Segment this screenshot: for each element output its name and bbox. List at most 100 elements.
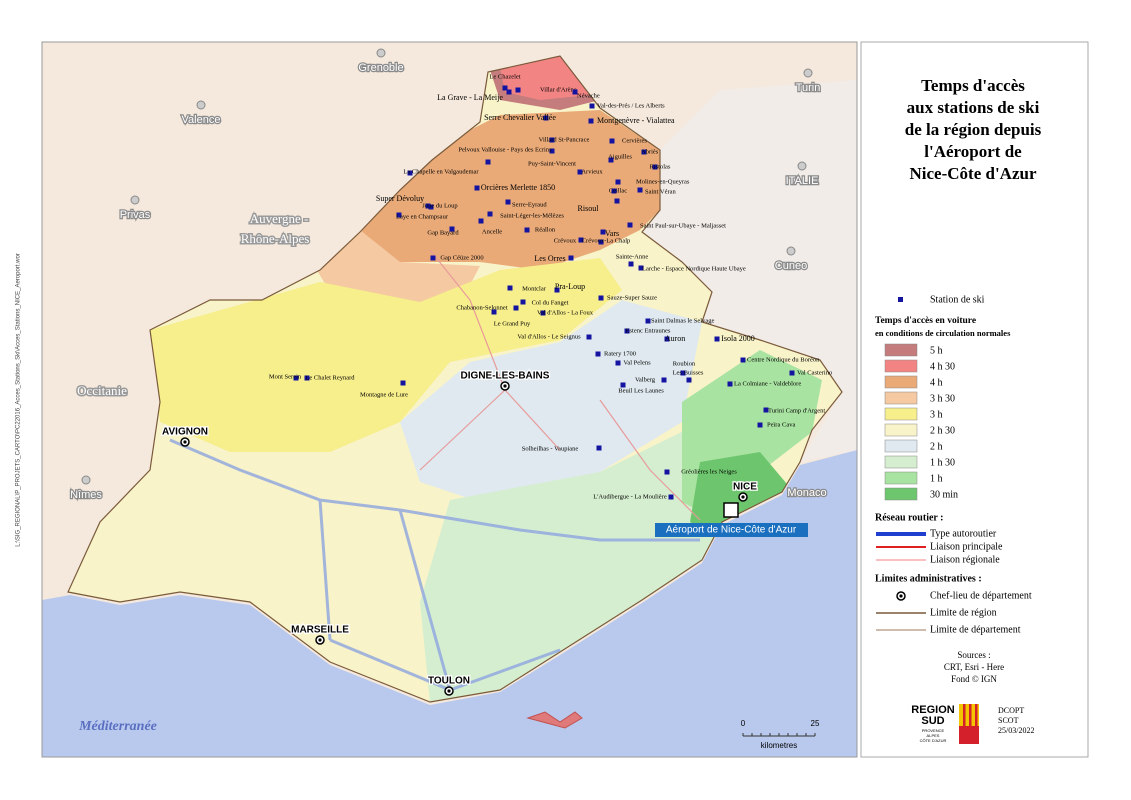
station-marker [637, 187, 643, 193]
station-label: Estenc Entraunes [626, 327, 671, 334]
station-marker [661, 377, 667, 383]
station-marker [487, 211, 493, 217]
legend-label: Limite de département [930, 624, 1021, 635]
islands [526, 711, 583, 729]
station-marker [520, 299, 526, 305]
station-label: Col du Fanget [532, 299, 569, 306]
station-marker [611, 188, 617, 194]
place-label: Grenoble [358, 62, 403, 74]
place-dot [376, 48, 386, 58]
station-label: Saint Dalmas le Selvage [651, 317, 714, 324]
place-dot [803, 68, 813, 78]
station-label: Isola 2000 [721, 334, 755, 343]
legend-label: 4 h 30 [930, 361, 955, 372]
station-marker [740, 357, 746, 363]
station-label: Auron [665, 334, 685, 343]
logo-credit: DCOPT [998, 706, 1024, 715]
station-label: Serre-Eyraud [512, 201, 547, 208]
place-label: Nîmes [70, 489, 102, 501]
station-marker [543, 115, 549, 121]
station-label: Molines-en-Queyras [636, 178, 690, 185]
station-label: Centre Nordique du Boréon [747, 356, 820, 363]
legend-swatch [884, 487, 918, 501]
place-label: Valence [182, 114, 221, 126]
legend-label: 4 h [930, 377, 943, 388]
legend-title: l'Aéroport de [924, 142, 1022, 161]
station-label: Chabanon-Selonnet [456, 304, 507, 311]
legend-swatch [884, 439, 918, 453]
station-marker [652, 164, 658, 170]
station-marker [608, 157, 614, 163]
station-marker [430, 255, 436, 261]
station-marker [714, 336, 720, 342]
station-label: Mont Serein [269, 373, 302, 380]
station-label: Laye en Champsaur [396, 213, 449, 220]
place-dot [786, 246, 796, 256]
place-label: Rhône-Alpes [241, 231, 310, 246]
legend-title: aux stations de ski [907, 98, 1040, 117]
station-marker [513, 305, 519, 311]
station-label: Puy-Saint-Vincent [528, 160, 576, 167]
station-marker [506, 89, 512, 95]
airport-label: Aéroport de Nice-Côte d'Azur [666, 525, 797, 536]
place-label: Occitanie [77, 383, 127, 398]
station-marker [595, 351, 601, 357]
logo-credit: 25/03/2022 [998, 726, 1034, 735]
station-marker [554, 287, 560, 293]
airport-label-bg [655, 523, 808, 537]
station-label: Ristolas [650, 163, 671, 170]
station-label: Le Chalet Reynard [305, 374, 355, 381]
legend-subheading: en conditions de circulation normales [875, 328, 1011, 338]
station-label: Val d'Allos - La Foux [537, 309, 594, 316]
station-label: Montagne de Lure [360, 391, 408, 398]
station-marker [609, 138, 615, 144]
station-label: Montclar [522, 285, 547, 292]
station-label: Saint Paul-sur-Ubaye - Maljasset [640, 222, 726, 229]
legend-swatch [884, 391, 918, 405]
place-dot [196, 100, 206, 110]
scale-label: 0 [741, 719, 746, 728]
station-label: Super Dévoluy [376, 194, 424, 203]
station-label: Valberg [635, 376, 656, 383]
station-marker [680, 370, 686, 376]
station-label: Crévoux-La Chalp [582, 237, 631, 244]
station-label: Le Chazelet [489, 73, 520, 80]
logo-tag: ALPES [927, 733, 940, 738]
station-marker [598, 295, 604, 301]
place-label: Monaco [787, 487, 826, 499]
legend-label: 2 h 30 [930, 425, 955, 436]
station-label: Serre Chevalier Vallée [484, 113, 556, 122]
access-zone [400, 300, 702, 502]
legend-source: Sources : [957, 650, 990, 660]
station-marker [664, 469, 670, 475]
station-marker [507, 285, 513, 291]
station-marker [641, 149, 647, 155]
legend-source: CRT, Esri - Here [944, 662, 1004, 672]
station-marker [407, 170, 413, 176]
station-label: Aiguilles [608, 153, 632, 160]
sea [42, 450, 857, 757]
scale-label: 25 [811, 719, 820, 728]
station-marker [789, 370, 795, 376]
station-label: Ancelle [482, 228, 502, 235]
station-marker [400, 380, 406, 386]
station-label: Gap Céüze 2000 [440, 254, 483, 261]
legend-label: Station de ski [930, 294, 985, 305]
station-marker [598, 239, 604, 245]
map-frame [41, 41, 858, 758]
prefecture-dot [447, 689, 451, 693]
station-marker [304, 375, 310, 381]
station-label: Val Pelens [623, 359, 651, 366]
station-label: Abriès [641, 148, 659, 155]
station-marker [614, 198, 620, 204]
place-label: Cuneo [775, 260, 807, 272]
station-label: Le Grand Puy [494, 320, 531, 327]
station-label: La Chapelle en Valgaudemar [403, 168, 479, 175]
station-label: Solheilhas - Vaupiane [522, 445, 579, 452]
logo-name: SUD [921, 715, 944, 727]
logo-credit: SCOT [998, 716, 1019, 725]
station-marker [600, 229, 606, 235]
station-marker [620, 382, 626, 388]
station-label: Ratery 1700 [604, 350, 636, 357]
legend-label: 3 h [930, 409, 943, 420]
